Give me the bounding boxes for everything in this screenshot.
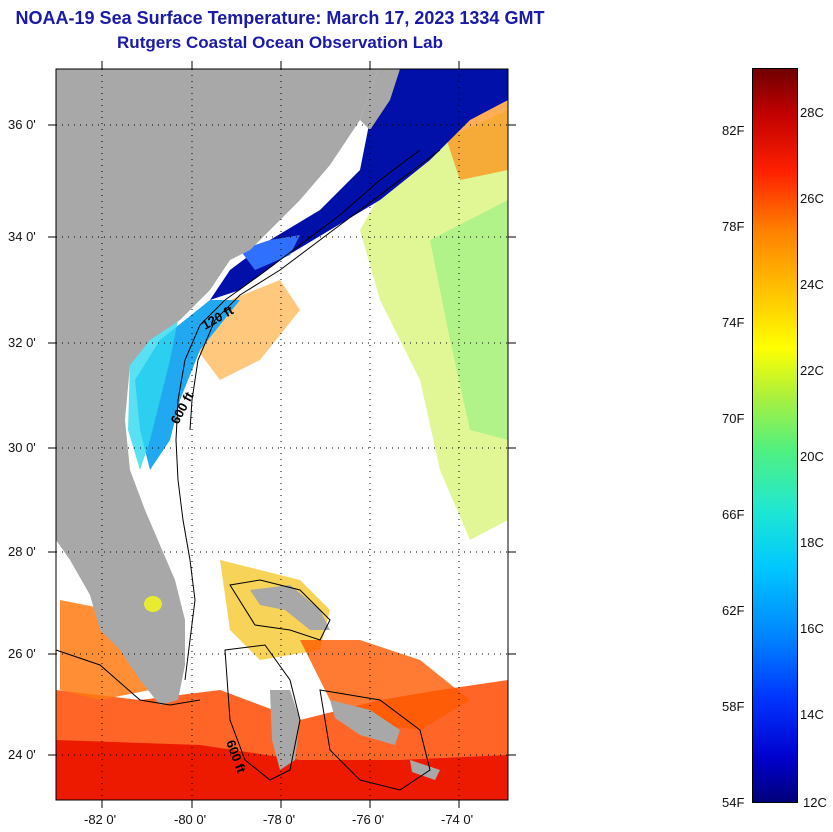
lon-label: -74 0': [441, 812, 474, 827]
colorbar-c-label: 26C: [800, 191, 824, 206]
colorbar-c-label: 20C: [800, 449, 824, 464]
colorbar-f-label: 62F: [722, 603, 745, 618]
colorbar-f-label: 66F: [722, 507, 745, 522]
axis-ticks: [48, 61, 516, 808]
colorbar-f-label: 78F: [722, 219, 745, 234]
offshore-water: [360, 95, 508, 540]
colorbar-c-label: 18C: [800, 535, 824, 550]
lat-label: 24 0': [8, 747, 36, 762]
land: [56, 69, 440, 780]
lat-label: 36 0': [8, 117, 36, 132]
lat-label: 26 0': [8, 646, 36, 661]
lat-label: 30 0': [8, 440, 36, 455]
colorbar-f-label: 54F: [722, 795, 745, 810]
map-border: [55, 68, 509, 801]
colorbar-c-label: 14C: [800, 707, 824, 722]
colorbar-f-label: 82F: [722, 123, 745, 138]
lat-label: 28 0': [8, 544, 36, 559]
colorbar-c-label: 28C: [800, 105, 824, 120]
colorbar-f-label: 74F: [722, 315, 745, 330]
colorbar-c-label: 22C: [800, 363, 824, 378]
colorbar-f-label: 70F: [722, 411, 745, 426]
colorbar-c-label: 12C: [803, 795, 827, 810]
lon-label: -76 0': [352, 812, 385, 827]
lon-label: -82 0': [84, 812, 117, 827]
map-subtitle: Rutgers Coastal Ocean Observation Lab: [117, 33, 443, 52]
lon-label: -80 0': [174, 812, 207, 827]
colorbar-f-label: 58F: [722, 699, 745, 714]
lat-label: 32 0': [8, 335, 36, 350]
map-title: NOAA-19 Sea Surface Temperature: March 1…: [15, 8, 545, 28]
colorbar-c-label: 16C: [800, 621, 824, 636]
temperature-colorbar: [752, 68, 798, 803]
lat-label: 34 0': [8, 229, 36, 244]
colorbar-c-label: 24C: [800, 277, 824, 292]
lon-label: -78 0': [263, 812, 296, 827]
